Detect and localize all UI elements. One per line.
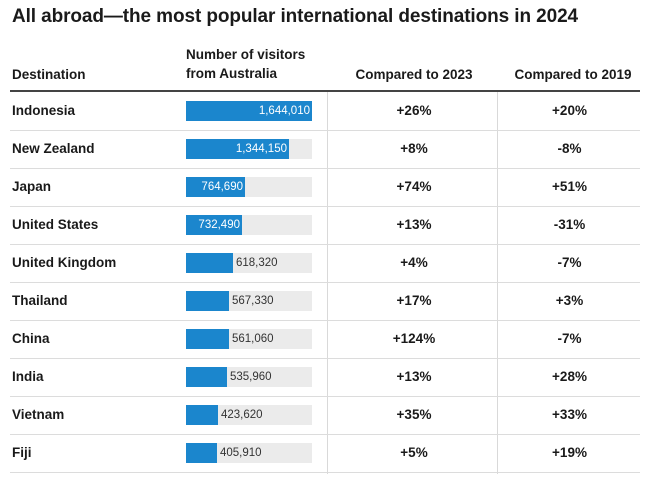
- header-visitors-line2: from Australia: [186, 66, 278, 81]
- destination-name: United Kingdom: [12, 255, 117, 270]
- change-vs-2023: +35%: [396, 407, 432, 422]
- change-vs-2019: -7%: [557, 331, 582, 346]
- destination-name: Indonesia: [12, 103, 76, 118]
- visitors-value: 535,960: [230, 371, 272, 383]
- change-vs-2019: +28%: [552, 369, 587, 384]
- destination-name: China: [12, 331, 50, 346]
- change-vs-2019: -31%: [553, 217, 586, 232]
- visitors-bar: [186, 253, 233, 273]
- change-vs-2019: +19%: [552, 445, 587, 460]
- visitors-bar: [186, 329, 229, 349]
- destination-name: Fiji: [12, 445, 32, 460]
- change-vs-2019: +20%: [552, 103, 587, 118]
- bar-track: 405,910: [186, 443, 312, 463]
- table-row: Vietnam 423,620 +35% +33%: [10, 396, 640, 435]
- bar-track: 618,320: [186, 253, 312, 273]
- visitors-value: 764,690: [201, 181, 243, 193]
- visitors-value: 423,620: [221, 409, 263, 421]
- visitors-value: 1,344,150: [235, 143, 287, 155]
- change-vs-2019: +51%: [552, 179, 587, 194]
- visitors-bar: [186, 215, 242, 235]
- change-vs-2023: +8%: [400, 141, 428, 156]
- visitors-bar: [186, 177, 245, 197]
- header-visitors-line1: Number of visitors: [186, 47, 306, 62]
- table-row: United States 732,490 +13% -31%: [10, 206, 640, 245]
- visitors-bar: [186, 443, 217, 463]
- visitors-value: 732,490: [198, 219, 240, 231]
- visitors-bar: [186, 101, 312, 121]
- bar-track: 423,620: [186, 405, 312, 425]
- visitors-value: 561,060: [232, 333, 274, 345]
- header-destination: Destination: [12, 67, 86, 82]
- change-vs-2023: +124%: [392, 331, 436, 346]
- change-vs-2023: +17%: [396, 293, 432, 308]
- table-row: Indonesia 1,644,010 +26% +20%: [10, 92, 640, 131]
- table-row: Fiji 405,910 +5% +19%: [10, 434, 640, 473]
- change-vs-2023: +13%: [396, 369, 432, 384]
- change-vs-2023: +26%: [396, 103, 432, 118]
- header-visitors: Number of visitors from Australia: [186, 45, 305, 83]
- visitors-value: 1,644,010: [258, 105, 310, 117]
- visitors-value: 567,330: [232, 295, 274, 307]
- bar-track: 1,644,010: [186, 101, 312, 121]
- table-row: United Kingdom 618,320 +4% -7%: [10, 244, 640, 283]
- visitors-bar: [186, 367, 227, 387]
- change-vs-2023: +5%: [400, 445, 428, 460]
- change-vs-2023: +4%: [400, 255, 428, 270]
- table-row: Thailand 567,330 +17% +3%: [10, 282, 640, 321]
- bar-track: 732,490: [186, 215, 312, 235]
- bar-track: 535,960: [186, 367, 312, 387]
- bar-track: 567,330: [186, 291, 312, 311]
- header-rule: [10, 90, 640, 92]
- column-divider: [327, 92, 328, 474]
- header-compared-2023: Compared to 2023: [355, 67, 473, 82]
- change-vs-2019: +3%: [555, 293, 584, 308]
- visitors-bar: [186, 405, 218, 425]
- chart-title: All abroad—the most popular internationa…: [12, 6, 578, 27]
- change-vs-2019: -8%: [557, 141, 582, 156]
- visitors-bar: [186, 139, 289, 159]
- visitors-bar: [186, 291, 229, 311]
- destination-name: Thailand: [12, 293, 68, 308]
- destination-name: India: [12, 369, 44, 384]
- visitors-value: 618,320: [236, 257, 278, 269]
- column-divider: [497, 92, 498, 474]
- destination-name: Japan: [12, 179, 52, 194]
- change-vs-2023: +13%: [396, 217, 432, 232]
- bar-track: 1,344,150: [186, 139, 312, 159]
- bar-track: 764,690: [186, 177, 312, 197]
- destination-name: Vietnam: [12, 407, 65, 422]
- table-row: Japan 764,690 +74% +51%: [10, 168, 640, 207]
- destination-name: New Zealand: [12, 141, 95, 156]
- change-vs-2023: +74%: [396, 179, 432, 194]
- table-row: New Zealand 1,344,150 +8% -8%: [10, 130, 640, 169]
- table-row: India 535,960 +13% +28%: [10, 358, 640, 397]
- destination-name: United States: [12, 217, 99, 232]
- bar-track: 561,060: [186, 329, 312, 349]
- change-vs-2019: +33%: [552, 407, 587, 422]
- visitors-value: 405,910: [220, 447, 262, 459]
- change-vs-2019: -7%: [557, 255, 582, 270]
- table-row: China 561,060 +124% -7%: [10, 320, 640, 359]
- header-compared-2019: Compared to 2019: [514, 67, 632, 82]
